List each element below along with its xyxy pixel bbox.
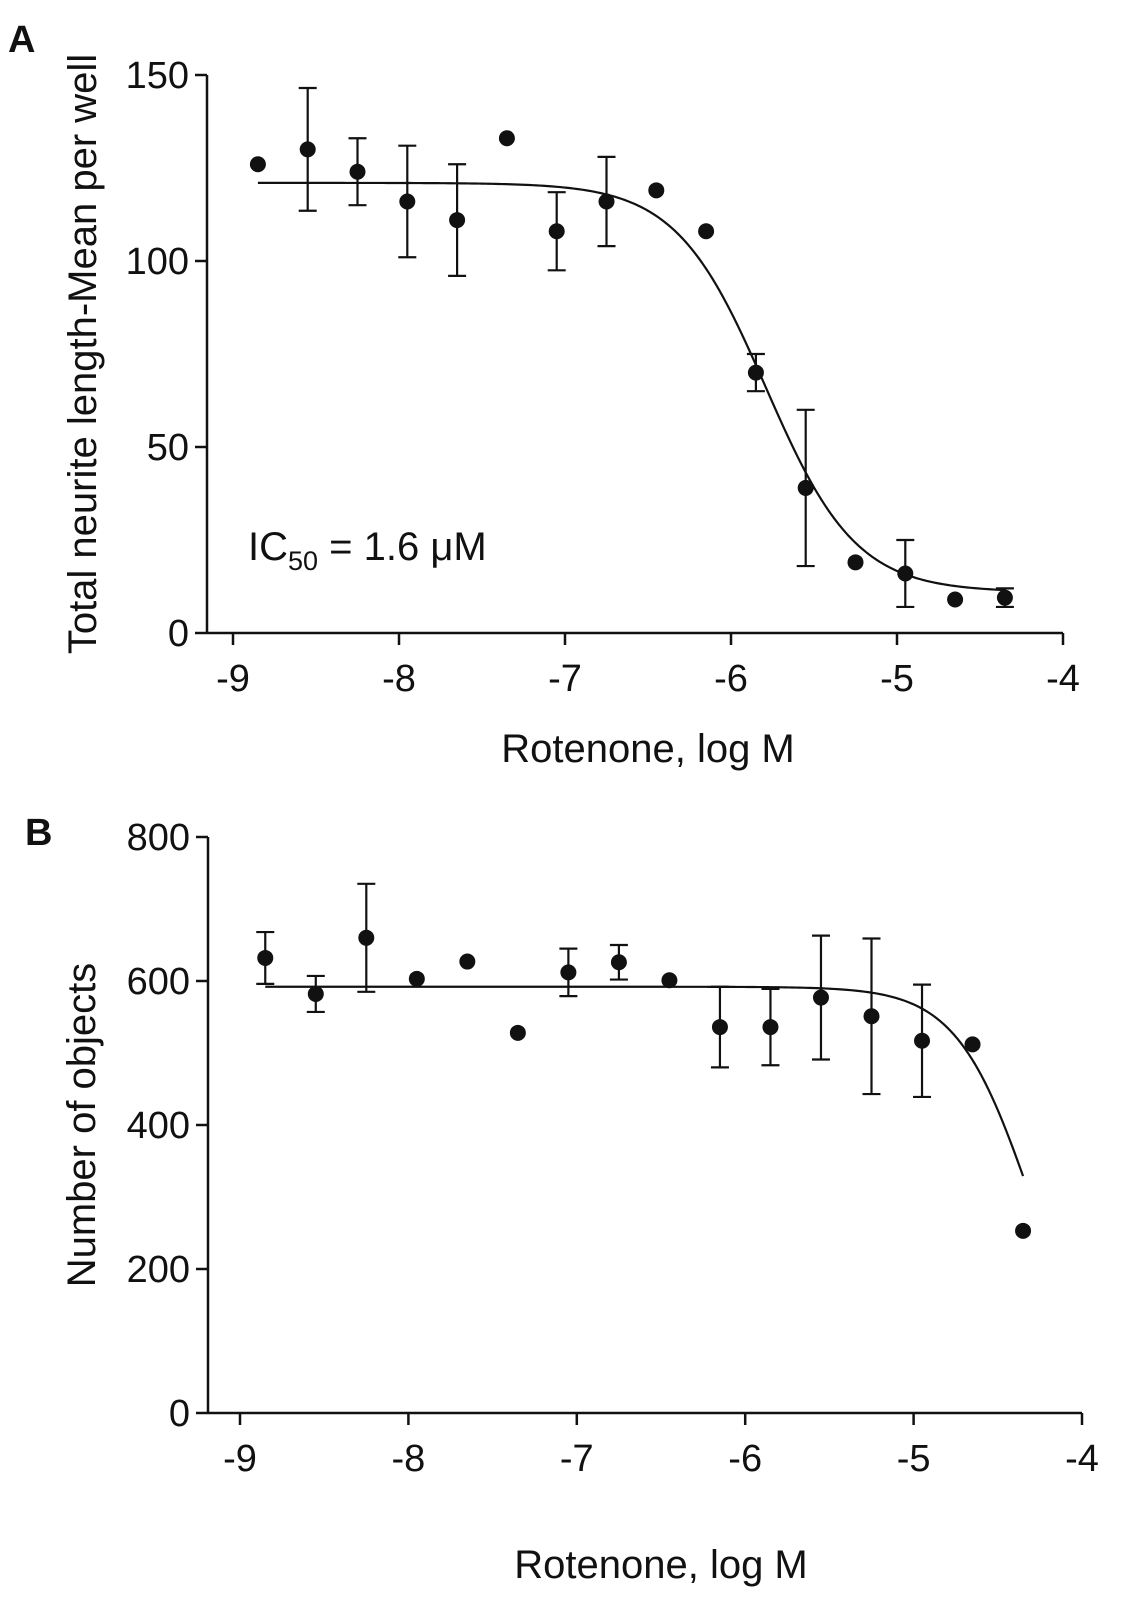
data-point xyxy=(610,954,627,971)
fit-curve xyxy=(257,181,1005,592)
y-tick-label: 800 xyxy=(127,817,190,859)
y-tick-label: 0 xyxy=(169,1393,190,1435)
data-point xyxy=(249,156,266,173)
data-point xyxy=(747,364,764,381)
y-tick-label: 400 xyxy=(127,1105,190,1147)
x-tick-label: -9 xyxy=(223,1438,257,1480)
x-tick-label: -4 xyxy=(1065,1438,1099,1480)
y-tick-label: 600 xyxy=(127,961,190,1003)
fit-curve xyxy=(265,985,1025,1177)
y-tick-label: 0 xyxy=(168,613,189,655)
y-tick-label: 200 xyxy=(127,1249,190,1291)
data-point xyxy=(847,554,864,571)
panel-a: A 0 50 100 150 -9 -8 -7 -6 -5 -4 Rotenone, log M Tot… xyxy=(8,19,1080,771)
data-point xyxy=(257,949,274,966)
data-point xyxy=(863,1008,880,1025)
data-point xyxy=(947,591,964,608)
x-tick-label: -5 xyxy=(880,658,914,700)
y-axis-title: Total neurite length-Mean per well xyxy=(61,54,105,654)
x-axis-title: Rotenone, log M xyxy=(514,1543,808,1587)
y-tick-label: 100 xyxy=(126,241,189,283)
y-tick-label: 150 xyxy=(126,55,189,97)
x-tick-label: -8 xyxy=(392,1438,426,1480)
x-tick-label: -8 xyxy=(382,658,416,700)
data-point xyxy=(897,565,914,582)
data-point xyxy=(399,193,416,210)
data-point xyxy=(349,163,366,180)
data-point xyxy=(598,193,615,210)
data-point xyxy=(996,589,1013,606)
data-point xyxy=(797,479,814,496)
data-point xyxy=(964,1036,981,1053)
panel-letter: A xyxy=(8,19,35,61)
x-tick-label: -9 xyxy=(216,658,250,700)
x-tick-label: -6 xyxy=(714,658,748,700)
data-point xyxy=(914,1032,931,1049)
x-tick-label: -5 xyxy=(897,1438,931,1480)
data-point xyxy=(459,953,476,970)
data-point xyxy=(299,141,316,158)
data-point xyxy=(1015,1222,1032,1239)
data-point xyxy=(812,989,829,1006)
x-axis-title: Rotenone, log M xyxy=(501,727,795,771)
data-point xyxy=(509,1024,526,1041)
x-tick-label: -4 xyxy=(1046,658,1080,700)
ic50-annotation: IC50 = 1.6 μM xyxy=(248,525,487,576)
data-point xyxy=(358,929,375,946)
data-point xyxy=(560,964,577,981)
data-point xyxy=(548,223,565,240)
data-point xyxy=(711,1019,728,1036)
panel-letter: B xyxy=(25,812,52,854)
x-tick-label: -6 xyxy=(728,1438,762,1480)
y-tick-label: 50 xyxy=(147,427,189,469)
data-point xyxy=(661,972,678,989)
y-axis-title: Number of objects xyxy=(60,963,104,1288)
x-tick-label: -7 xyxy=(560,1438,594,1480)
panel-b: B 0 200 400 600 800 -9 -8 -7 -6 -5 -4 Rotenone, log … xyxy=(25,812,1099,1587)
data-point xyxy=(307,985,324,1002)
x-tick-label: -7 xyxy=(548,658,582,700)
data-point xyxy=(449,212,466,229)
data-point xyxy=(408,970,425,987)
data-point xyxy=(498,130,515,147)
data-point xyxy=(698,223,715,240)
data-point xyxy=(762,1019,779,1036)
data-point xyxy=(648,182,665,199)
